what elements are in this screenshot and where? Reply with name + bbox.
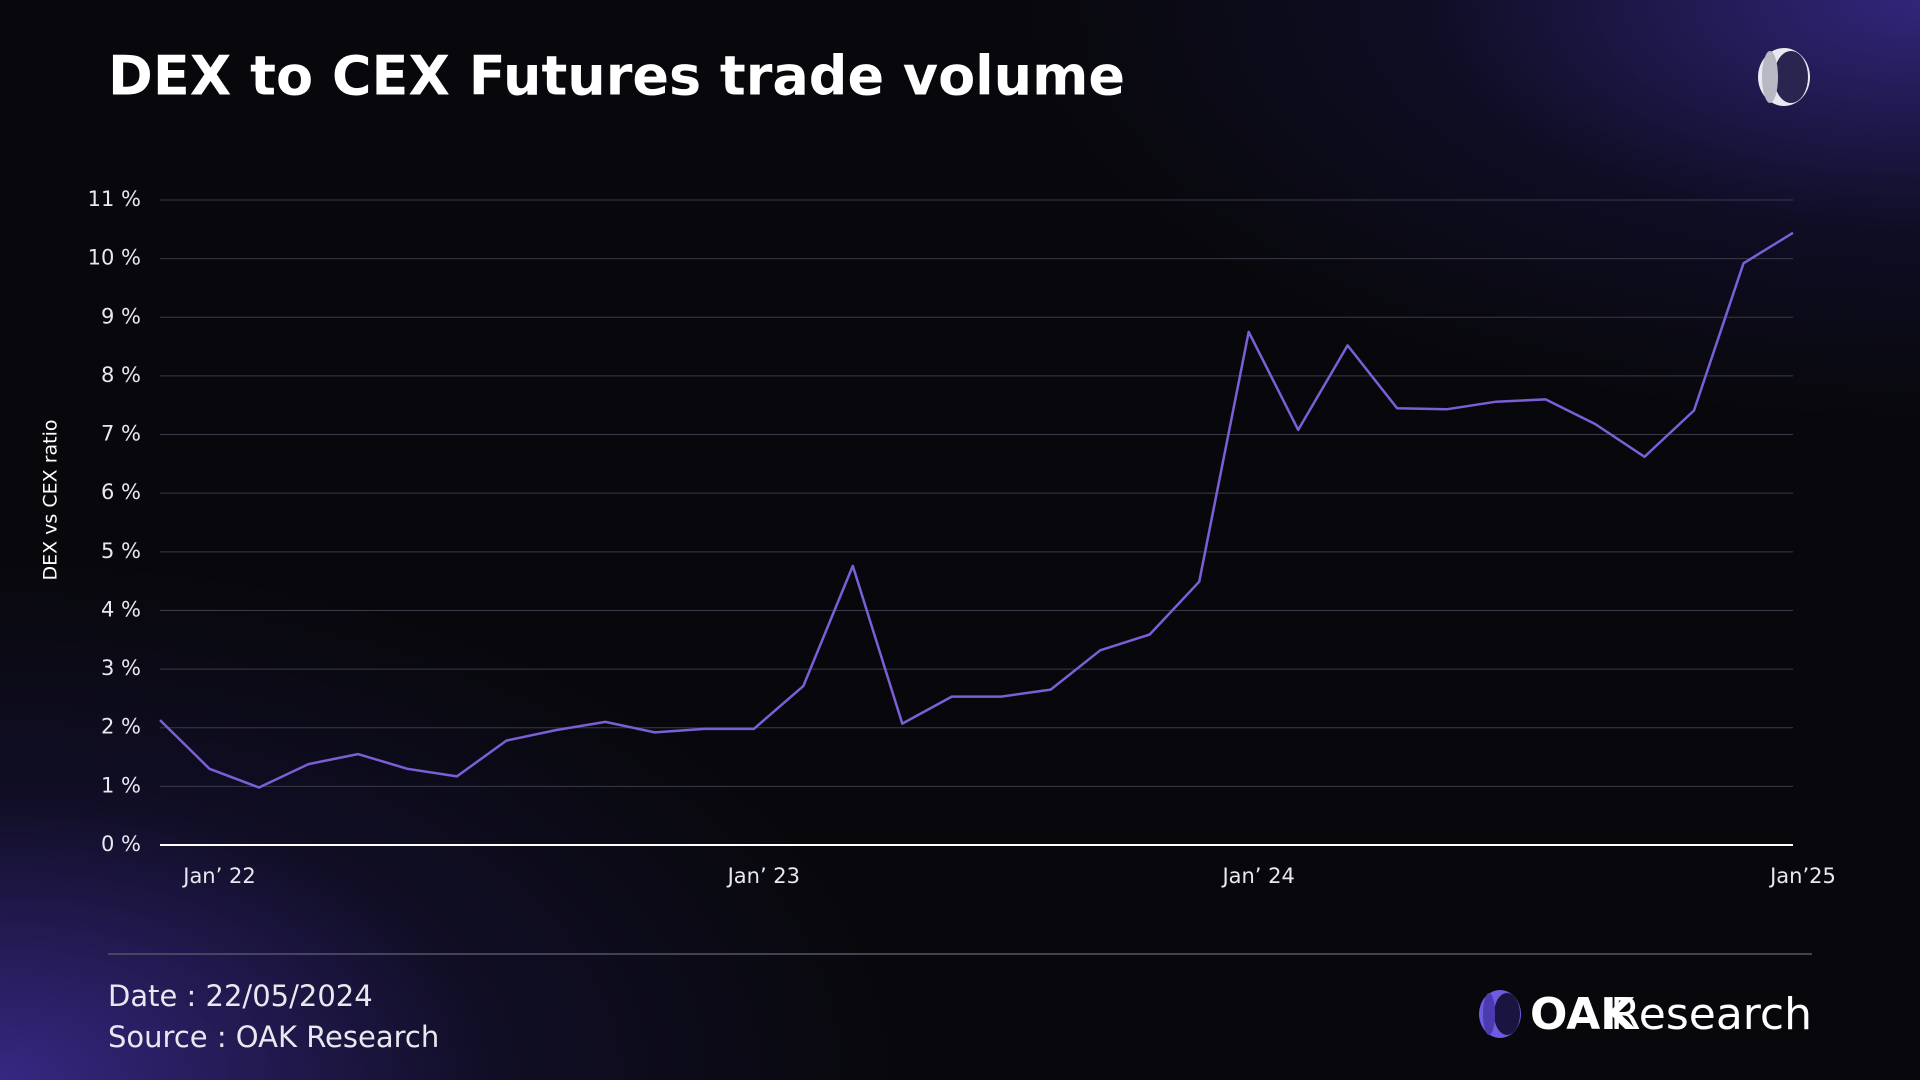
x-tick-label: Jan’ 24 — [1220, 864, 1294, 888]
y-tick-label: 0 % — [101, 832, 141, 856]
y-tick-label: 7 % — [101, 422, 141, 446]
y-tick-label: 8 % — [101, 363, 141, 387]
x-tick-label: Jan’ 23 — [726, 864, 800, 888]
y-tick-label: 1 % — [101, 773, 141, 797]
y-tick-label: 9 % — [101, 304, 141, 328]
x-tick-label: Jan’25 — [1768, 864, 1836, 888]
logo-top — [1758, 48, 1810, 106]
y-tick-label: 3 % — [101, 656, 141, 680]
y-tick-label: 2 % — [101, 715, 141, 739]
y-axis-label: DEX vs CEX ratio — [40, 419, 62, 580]
x-tick-label: Jan’ 22 — [181, 864, 255, 888]
y-tick-label: 5 % — [101, 539, 141, 563]
footer-source: Source : OAK Research — [108, 1020, 439, 1054]
brand-oak: OAK — [1530, 989, 1636, 1040]
y-tick-label: 4 % — [101, 597, 141, 621]
y-tick-label: 11 % — [88, 187, 141, 211]
y-tick-label: 10 % — [88, 246, 141, 270]
footer-date: Date : 22/05/2024 — [108, 979, 373, 1013]
y-tick-label: 6 % — [101, 480, 141, 504]
brand-research: Research — [1610, 989, 1812, 1040]
logo-brand — [1479, 990, 1521, 1038]
chart-title: DEX to CEX Futures trade volume — [108, 45, 1125, 108]
data-line — [159, 231, 1794, 789]
